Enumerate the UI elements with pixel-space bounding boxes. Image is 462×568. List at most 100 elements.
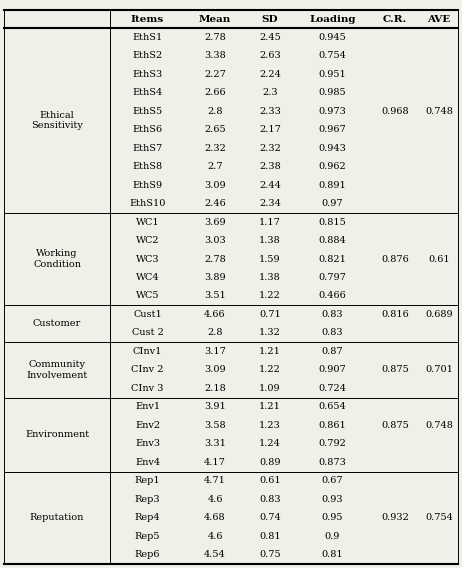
Text: 0.907: 0.907 xyxy=(319,365,346,374)
Text: Env1: Env1 xyxy=(135,402,160,411)
Text: 2.17: 2.17 xyxy=(259,125,281,134)
Text: 0.815: 0.815 xyxy=(319,218,346,227)
Text: Rep3: Rep3 xyxy=(135,495,160,504)
Text: 3.89: 3.89 xyxy=(204,273,226,282)
Text: EthS7: EthS7 xyxy=(133,144,163,153)
Text: 0.89: 0.89 xyxy=(259,458,281,467)
Text: 0.884: 0.884 xyxy=(319,236,346,245)
Text: 0.83: 0.83 xyxy=(322,328,343,337)
Text: 4.71: 4.71 xyxy=(204,477,226,485)
Text: CInv1: CInv1 xyxy=(133,347,162,356)
Text: Customer: Customer xyxy=(33,319,81,328)
Text: EthS2: EthS2 xyxy=(133,51,163,60)
Text: 0.985: 0.985 xyxy=(319,88,346,97)
Text: 2.46: 2.46 xyxy=(204,199,226,208)
Text: 3.51: 3.51 xyxy=(204,291,226,300)
Text: 2.38: 2.38 xyxy=(259,162,281,171)
Text: 3.38: 3.38 xyxy=(204,51,226,60)
Text: 0.93: 0.93 xyxy=(322,495,343,504)
Text: 2.45: 2.45 xyxy=(259,33,281,41)
Text: 3.17: 3.17 xyxy=(204,347,226,356)
Text: 2.78: 2.78 xyxy=(204,33,226,41)
Text: 1.59: 1.59 xyxy=(259,254,281,264)
Text: 2.27: 2.27 xyxy=(204,70,226,79)
Text: Items: Items xyxy=(131,15,164,23)
Text: EthS9: EthS9 xyxy=(133,181,163,190)
Text: 0.891: 0.891 xyxy=(319,181,346,190)
Text: Loading: Loading xyxy=(309,15,356,23)
Text: 2.63: 2.63 xyxy=(259,51,281,60)
Text: 0.724: 0.724 xyxy=(318,384,346,393)
Text: Env3: Env3 xyxy=(135,440,160,448)
Text: 1.32: 1.32 xyxy=(259,328,281,337)
Text: 0.967: 0.967 xyxy=(319,125,346,134)
Text: 4.6: 4.6 xyxy=(207,532,223,541)
Text: 0.97: 0.97 xyxy=(322,199,343,208)
Text: 2.3: 2.3 xyxy=(262,88,278,97)
Text: Cust1: Cust1 xyxy=(133,310,162,319)
Text: Ethical
Sensitivity: Ethical Sensitivity xyxy=(31,111,83,130)
Text: 4.54: 4.54 xyxy=(204,550,226,559)
Text: 0.61: 0.61 xyxy=(428,254,450,264)
Text: Rep6: Rep6 xyxy=(135,550,160,559)
Text: 2.34: 2.34 xyxy=(259,199,281,208)
Text: 0.754: 0.754 xyxy=(319,51,346,60)
Text: 3.31: 3.31 xyxy=(204,440,226,448)
Text: 3.69: 3.69 xyxy=(204,218,226,227)
Text: 2.44: 2.44 xyxy=(259,181,281,190)
Text: 3.58: 3.58 xyxy=(204,421,226,430)
Text: 2.65: 2.65 xyxy=(204,125,226,134)
Text: EthS3: EthS3 xyxy=(133,70,163,79)
Text: 2.24: 2.24 xyxy=(259,70,281,79)
Text: Env2: Env2 xyxy=(135,421,160,430)
Text: 0.821: 0.821 xyxy=(319,254,346,264)
Text: WC5: WC5 xyxy=(136,291,159,300)
Text: EthS4: EthS4 xyxy=(133,88,163,97)
Text: Rep4: Rep4 xyxy=(135,513,160,523)
Text: Cust 2: Cust 2 xyxy=(132,328,164,337)
Text: 2.78: 2.78 xyxy=(204,254,226,264)
Text: 0.9: 0.9 xyxy=(325,532,340,541)
Text: 0.962: 0.962 xyxy=(319,162,346,171)
Text: 1.23: 1.23 xyxy=(259,421,281,430)
Text: 2.66: 2.66 xyxy=(204,88,226,97)
Text: 2.8: 2.8 xyxy=(207,328,223,337)
Text: WC3: WC3 xyxy=(136,254,159,264)
Text: 0.875: 0.875 xyxy=(381,365,409,374)
Text: 1.22: 1.22 xyxy=(259,291,281,300)
Text: 1.38: 1.38 xyxy=(259,236,281,245)
Text: SD: SD xyxy=(261,15,278,23)
Text: 3.91: 3.91 xyxy=(204,402,226,411)
Text: 0.748: 0.748 xyxy=(425,107,453,116)
Text: EthS1: EthS1 xyxy=(133,33,163,41)
Text: 0.87: 0.87 xyxy=(322,347,343,356)
Text: 0.876: 0.876 xyxy=(381,254,409,264)
Text: WC2: WC2 xyxy=(136,236,159,245)
Text: 0.792: 0.792 xyxy=(319,440,346,448)
Text: EthS8: EthS8 xyxy=(133,162,163,171)
Text: 2.18: 2.18 xyxy=(204,384,226,393)
Text: 0.748: 0.748 xyxy=(425,421,453,430)
Text: C.R.: C.R. xyxy=(383,15,407,23)
Text: 1.24: 1.24 xyxy=(259,440,281,448)
Text: EthS10: EthS10 xyxy=(129,199,166,208)
Text: 4.6: 4.6 xyxy=(207,495,223,504)
Text: 0.973: 0.973 xyxy=(319,107,346,116)
Text: 0.74: 0.74 xyxy=(259,513,281,523)
Text: 1.21: 1.21 xyxy=(259,347,281,356)
Text: 1.21: 1.21 xyxy=(259,402,281,411)
Text: WC1: WC1 xyxy=(136,218,159,227)
Text: 0.83: 0.83 xyxy=(259,495,281,504)
Text: 0.75: 0.75 xyxy=(259,550,281,559)
Text: EthS6: EthS6 xyxy=(133,125,163,134)
Text: WC4: WC4 xyxy=(136,273,159,282)
Text: 2.7: 2.7 xyxy=(207,162,223,171)
Text: 0.797: 0.797 xyxy=(319,273,346,282)
Text: 0.861: 0.861 xyxy=(319,421,346,430)
Text: 1.22: 1.22 xyxy=(259,365,281,374)
Text: 0.951: 0.951 xyxy=(319,70,346,79)
Text: 2.8: 2.8 xyxy=(207,107,223,116)
Text: 0.83: 0.83 xyxy=(322,310,343,319)
Text: Working
Condition: Working Condition xyxy=(33,249,81,269)
Text: 0.968: 0.968 xyxy=(381,107,409,116)
